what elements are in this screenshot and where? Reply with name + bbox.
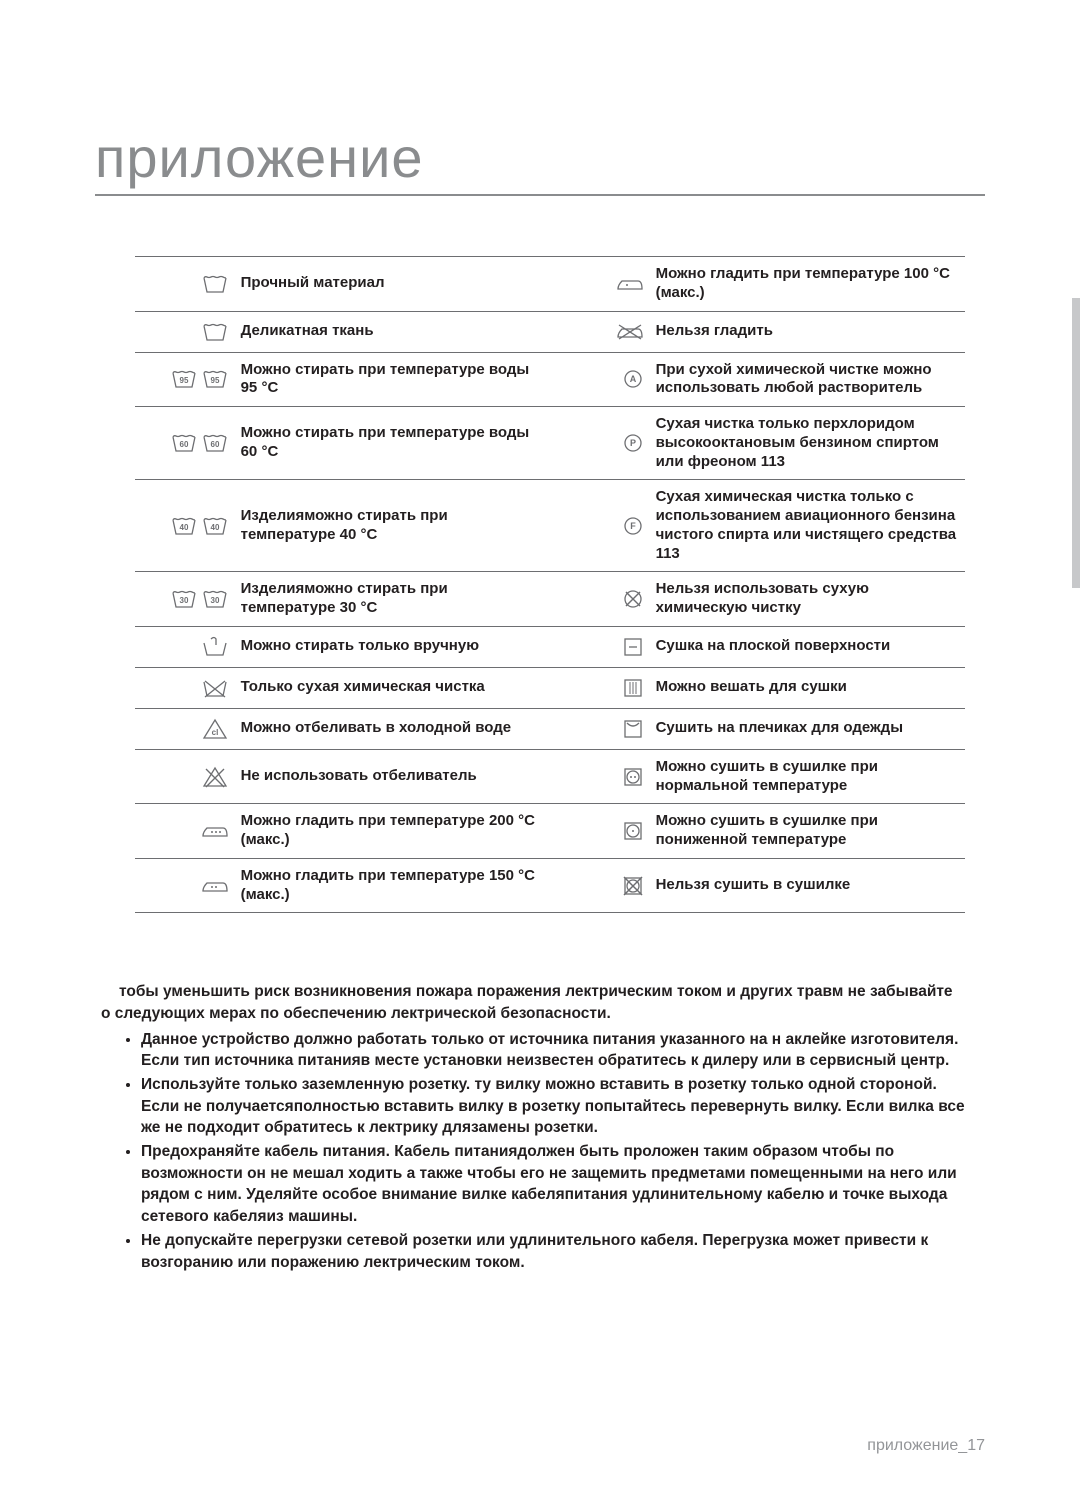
care-label: Сушка на плоской поверхности <box>650 626 965 667</box>
svg-text:95: 95 <box>179 376 188 385</box>
care-label: Деликатная ткань <box>235 311 550 352</box>
care-icon-bleach: cl <box>135 708 235 749</box>
safety-item: Данное устройство должно работать только… <box>141 1029 965 1072</box>
care-label: Нельзя сушить в сушилке <box>650 858 965 913</box>
svg-text:cl: cl <box>211 728 218 737</box>
svg-text:F: F <box>630 521 636 531</box>
footer-sep: _ <box>958 1437 967 1454</box>
table-row: 60 60 Можно стирать при температуре воды 6… <box>135 407 965 480</box>
page-title: приложение <box>95 125 985 196</box>
svg-text:30: 30 <box>210 596 219 605</box>
care-label: Можно стирать только вручную <box>235 626 550 667</box>
table-row: Можно гладить при температуре 200 °C (ма… <box>135 804 965 859</box>
care-icon-iron1 <box>550 257 650 312</box>
care-icon-dryx <box>550 858 650 913</box>
care-label: Не использовать отбеливатель <box>235 749 550 804</box>
care-label: Можно отбеливать в холодной воде <box>235 708 550 749</box>
care-label: Сушить на плечиках для одежды <box>650 708 965 749</box>
svg-text:P: P <box>630 438 636 448</box>
care-icon-bleachx <box>135 749 235 804</box>
care-icon-tub <box>135 311 235 352</box>
safety-item: Не допускайте перегрузки сетевой розетки… <box>141 1230 965 1273</box>
svg-text:60: 60 <box>210 440 219 449</box>
care-icon-tub30: 30 30 <box>135 572 235 627</box>
table-row: cl Можно отбеливать в холодной воде Сушить… <box>135 708 965 749</box>
care-icon-hang <box>550 708 650 749</box>
care-icon-circF: F <box>550 480 650 572</box>
care-icon-tub60: 60 60 <box>135 407 235 480</box>
table-row: Не использовать отбеливатель Можно сушить… <box>135 749 965 804</box>
care-label: При сухой химической чистке можно исполь… <box>650 352 965 407</box>
table-row: Прочный материал Можно гладить при темпер… <box>135 257 965 312</box>
care-label: Сухая химическая чистка только с использ… <box>650 480 965 572</box>
svg-text:40: 40 <box>210 523 219 532</box>
care-icon-tub <box>135 257 235 312</box>
svg-text:60: 60 <box>179 440 188 449</box>
table-row: 40 40 Изделияможно стирать при температуре… <box>135 480 965 572</box>
svg-text:A: A <box>629 374 636 384</box>
care-label: Изделияможно стирать при температуре 40 … <box>235 480 550 572</box>
care-icon-circA: A <box>550 352 650 407</box>
care-label: Можно гладить при температуре 100 °C (ма… <box>650 257 965 312</box>
footer-page: 17 <box>967 1437 985 1454</box>
care-icon-tubx <box>135 667 235 708</box>
care-icon-dry1 <box>550 804 650 859</box>
svg-text:30: 30 <box>179 596 188 605</box>
safety-section: тобы уменьшить риск возникновения пожара… <box>101 981 965 1273</box>
care-icon-iron2 <box>135 858 235 913</box>
safety-intro: тобы уменьшить риск возникновения пожара… <box>101 981 965 1024</box>
care-label: Можно сушить в сушилке при пониженной те… <box>650 804 965 859</box>
care-icon-flat <box>550 626 650 667</box>
page-footer: приложение_17 <box>867 1437 985 1455</box>
care-label: Изделияможно стирать при температуре 30 … <box>235 572 550 627</box>
table-row: 95 95 Можно стирать при температуре воды 9… <box>135 352 965 407</box>
safety-item: Предохраняйте кабель питания. Кабель пит… <box>141 1141 965 1228</box>
care-icon-ironx <box>550 311 650 352</box>
care-icon-circP: P <box>550 407 650 480</box>
care-label: Можно гладить при температуре 150 °C (ма… <box>235 858 550 913</box>
care-label: Сухая чистка только перхлоридом высокоок… <box>650 407 965 480</box>
care-label: Нельзя использовать сухую химическую чис… <box>650 572 965 627</box>
table-row: Только сухая химическая чистка Можно веша… <box>135 667 965 708</box>
care-label: Только сухая химическая чистка <box>235 667 550 708</box>
care-icon-iron3 <box>135 804 235 859</box>
table-row: Деликатная ткань Нельзя гладить <box>135 311 965 352</box>
table-row: Можно гладить при температуре 150 °C (ма… <box>135 858 965 913</box>
svg-text:40: 40 <box>179 523 188 532</box>
safety-item: Используйте только заземленную розетку. … <box>141 1074 965 1139</box>
care-icon-hand <box>135 626 235 667</box>
care-icon-tub40: 40 40 <box>135 480 235 572</box>
page-edge-tab <box>1072 298 1080 588</box>
care-icon-tub95: 95 95 <box>135 352 235 407</box>
care-label: Можно стирать при температуре воды 60 °C <box>235 407 550 480</box>
care-label: Можно вешать для сушки <box>650 667 965 708</box>
table-row: 30 30 Изделияможно стирать при температуре… <box>135 572 965 627</box>
care-label: Можно гладить при температуре 200 °C (ма… <box>235 804 550 859</box>
table-row: Можно стирать только вручную Сушка на пло… <box>135 626 965 667</box>
care-label: Можно сушить в сушилке при нормальной те… <box>650 749 965 804</box>
care-label: Нельзя гладить <box>650 311 965 352</box>
care-label: Можно стирать при температуре воды 95 °C <box>235 352 550 407</box>
svg-text:95: 95 <box>210 376 219 385</box>
care-icon-circX <box>550 572 650 627</box>
care-icon-drip <box>550 667 650 708</box>
care-symbol-table: Прочный материал Можно гладить при темпер… <box>135 256 965 913</box>
care-icon-dry2 <box>550 749 650 804</box>
care-label: Прочный материал <box>235 257 550 312</box>
footer-label: приложение <box>867 1437 958 1454</box>
